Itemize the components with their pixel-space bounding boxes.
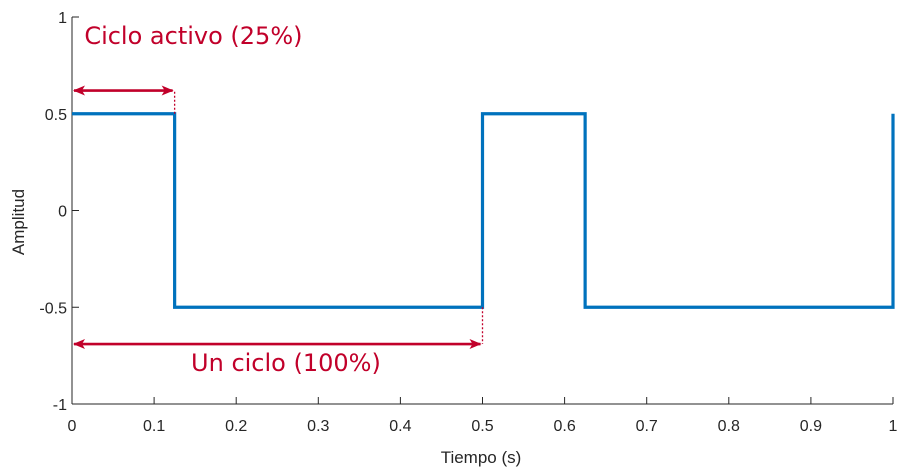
x-tick-label: 0.2 [225,418,247,435]
y-tick-label: 1 [58,10,67,27]
y-tick-label: -0.5 [39,300,67,317]
series-line [72,112,895,309]
y-tick-label: 0.5 [45,107,67,124]
x-tick-label: 0.7 [636,418,658,435]
annotation-label: Ciclo activo (25%) [84,22,302,50]
x-tick-label: 0.1 [143,418,165,435]
x-tick-label: 0.9 [800,418,822,435]
x-tick-label: 1 [889,418,898,435]
x-axis-label: Tiempo (s) [441,448,522,467]
y-axis-label: Amplitud [9,189,28,255]
x-tick-label: 0.8 [718,418,740,435]
x-tick-label: 0 [68,418,77,435]
x-tick-label: 0.5 [471,418,493,435]
y-tick-label: 0 [58,204,67,221]
x-tick-label: 0.4 [389,418,411,435]
y-tick-label: -1 [53,397,67,414]
x-tick-label: 0.3 [307,418,329,435]
x-tick-label: 0.6 [553,418,575,435]
annotation-label: Un ciclo (100%) [191,349,381,377]
